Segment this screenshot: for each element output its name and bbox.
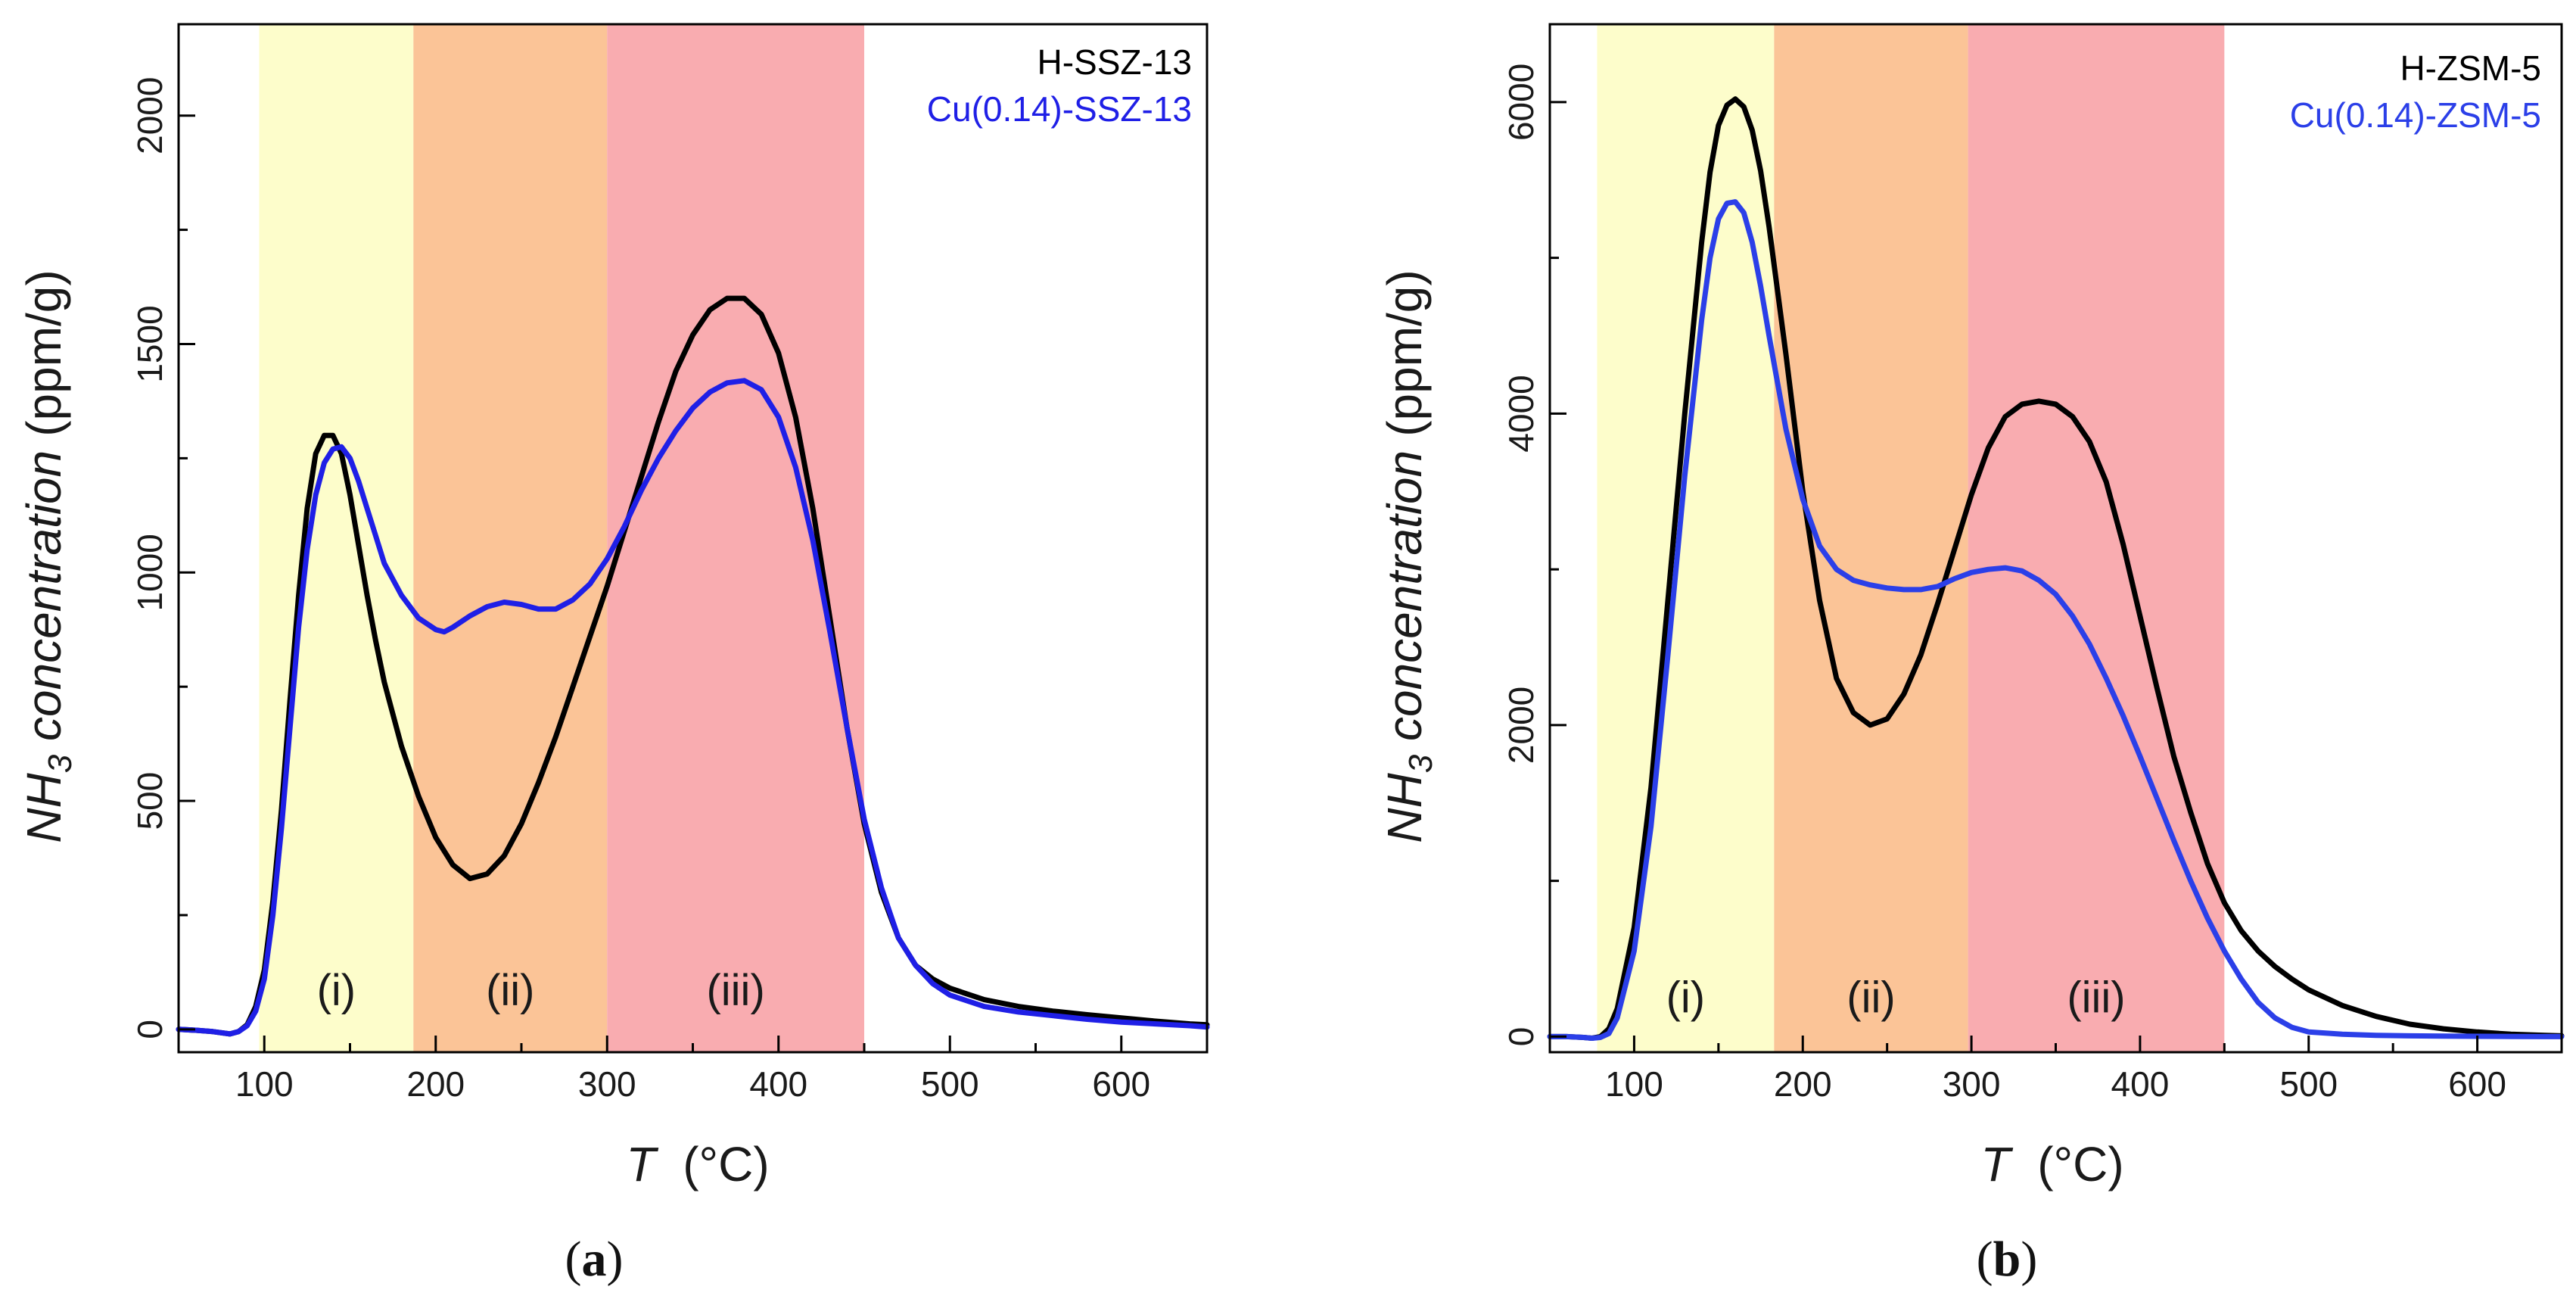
x-tick-label: 600 (1092, 1064, 1150, 1104)
y-tick-label: 2000 (130, 77, 170, 154)
legend-entry-series-2: Cu(0.14)-SSZ-13 (927, 89, 1192, 129)
region-labels: (i) (ii) (iii) (1666, 973, 2126, 1022)
y-axis-species: NH (17, 773, 71, 843)
x-axis-title: T (°C) (626, 1137, 769, 1191)
x-tick-label: 200 (1774, 1064, 1832, 1104)
x-axis-unit: (°C) (683, 1137, 769, 1191)
y-axis-subscript: 3 (42, 754, 79, 773)
y-tick-label: 1000 (130, 534, 170, 611)
region-band-1 (259, 24, 414, 1052)
y-tick-label: 2000 (1501, 687, 1541, 764)
y-axis-unit: (ppm/g) (1377, 269, 1432, 437)
region-label-2: (ii) (1846, 973, 1895, 1022)
series-line-1 (1547, 96, 2565, 1041)
y-tick-label: 1500 (130, 305, 170, 382)
x-tick-label: 400 (2111, 1064, 2170, 1104)
y-tick-label: 4000 (1501, 375, 1541, 452)
region-band-2 (1774, 24, 1968, 1052)
x-axis-ticks: 100 200 300 400 500 600 (1548, 1036, 2563, 1104)
x-axis-ticks: 100 200 300 400 500 600 (177, 1036, 1209, 1104)
panel-label-b: (b) (1977, 1232, 2038, 1287)
x-axis-symbol: T (1980, 1137, 2013, 1191)
region-bands (1597, 24, 2225, 1052)
x-tick-label: 500 (921, 1064, 979, 1104)
series-line-2 (176, 378, 1210, 1037)
region-band-1 (1597, 24, 1775, 1052)
y-tick-label: 6000 (1501, 64, 1541, 141)
series-line-2 (1547, 199, 2565, 1041)
series-lines (1547, 96, 2565, 1041)
x-tick-label: 300 (1943, 1064, 2001, 1104)
region-band-2 (413, 24, 608, 1052)
y-axis-ticks: 0 500 1000 1500 2000 (130, 77, 195, 1039)
x-axis-title: T (°C) (1980, 1137, 2123, 1191)
x-tick-label: 100 (1605, 1064, 1663, 1104)
y-axis-unit: (ppm/g) (17, 269, 71, 437)
y-axis-title: NH3 concentration (ppm/g) (17, 269, 79, 843)
region-labels: (i) (ii) (iii) (317, 966, 765, 1015)
y-tick-label: 0 (1501, 1027, 1541, 1047)
region-label-2: (ii) (486, 966, 534, 1015)
y-axis-quantity: concentration (17, 450, 71, 755)
y-axis-species: NH (1377, 773, 1432, 843)
region-band-3 (1968, 24, 2225, 1052)
y-axis-title: NH3 concentration (ppm/g) (1377, 269, 1439, 843)
y-tick-label: 500 (130, 772, 170, 830)
y-axis-quantity: concentration (1377, 450, 1432, 755)
x-tick-label: 300 (578, 1064, 636, 1104)
y-axis-subscript: 3 (1402, 754, 1439, 773)
region-bands (259, 24, 864, 1052)
legend: H-ZSM-5 Cu(0.14)-ZSM-5 (2290, 48, 2541, 135)
x-tick-label: 600 (2448, 1064, 2506, 1104)
legend-entry-series-1: H-ZSM-5 (2400, 48, 2541, 88)
x-axis-symbol: T (626, 1137, 658, 1191)
legend-entry-series-1: H-SSZ-13 (1038, 42, 1192, 82)
panel-letter-a: a (582, 1232, 607, 1287)
x-tick-label: 500 (2279, 1064, 2338, 1104)
region-label-1: (i) (317, 966, 356, 1015)
series-lines (176, 295, 1210, 1037)
legend-entry-series-2: Cu(0.14)-ZSM-5 (2290, 95, 2541, 135)
x-tick-label: 100 (235, 1064, 294, 1104)
panel-letter-b: b (1993, 1232, 2021, 1287)
x-axis-unit: (°C) (2037, 1137, 2123, 1191)
region-label-3: (iii) (2067, 973, 2125, 1022)
y-axis-ticks: 0 2000 4000 6000 (1501, 64, 1566, 1047)
panel-b-chart: 100 200 300 400 500 600 0 2000 4000 6000 (i) (ii)… (1377, 23, 2565, 1287)
region-label-1: (i) (1666, 973, 1706, 1022)
legend: H-SSZ-13 Cu(0.14)-SSZ-13 (927, 42, 1192, 129)
region-label-3: (iii) (706, 966, 764, 1015)
x-tick-label: 400 (749, 1064, 807, 1104)
y-tick-label: 0 (130, 1020, 170, 1039)
x-tick-label: 200 (406, 1064, 465, 1104)
panel-label-a: (a) (565, 1232, 624, 1287)
region-band-3 (607, 24, 864, 1052)
